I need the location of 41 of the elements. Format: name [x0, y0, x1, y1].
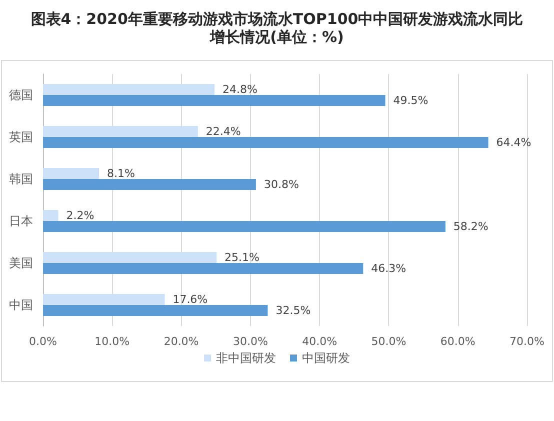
- data-label: 22.4%: [206, 125, 241, 138]
- x-tick-label: 70.0%: [510, 335, 544, 348]
- y-tick-label: 韩国: [9, 172, 33, 186]
- x-tick-label: 40.0%: [302, 335, 338, 348]
- x-tick-label: 50.0%: [371, 335, 406, 348]
- data-label: 46.3%: [371, 262, 406, 275]
- chart-title: 图表4：2020年重要移动游戏市场流水TOP100中中国研发游戏流水同比增长情况(单位：%): [30, 10, 524, 46]
- data-label: 58.2%: [453, 220, 488, 233]
- data-label: 25.1%: [224, 251, 260, 264]
- y-tick-label: 英国: [9, 130, 33, 144]
- data-label: 24.8%: [222, 83, 258, 96]
- bar: [43, 210, 58, 221]
- bar: [43, 221, 446, 232]
- y-tick-label: 日本: [9, 214, 33, 228]
- bar: [43, 294, 165, 305]
- bar: [43, 179, 256, 190]
- legend-label: 非中国研发: [216, 351, 276, 365]
- y-tick-label: 美国: [9, 256, 33, 270]
- bar: [43, 263, 364, 274]
- bar: [43, 95, 386, 106]
- data-label: 30.8%: [264, 178, 299, 191]
- x-tick-label: 60.0%: [440, 335, 476, 348]
- x-tick-label: 20.0%: [164, 335, 199, 348]
- bar: [43, 168, 100, 179]
- data-label: 64.4%: [496, 136, 532, 149]
- legend-label: 中国研发: [302, 351, 350, 365]
- data-label: 49.5%: [393, 94, 428, 107]
- bar: [43, 252, 217, 263]
- x-tick-label: 0.0%: [29, 335, 57, 348]
- bar: [43, 84, 214, 95]
- data-label: 2.2%: [66, 209, 94, 222]
- x-tick-label: 10.0%: [94, 335, 130, 348]
- bar: [43, 305, 268, 316]
- x-tick-label: 30.0%: [232, 335, 268, 348]
- bar: [43, 126, 198, 137]
- y-tick-label: 德国: [9, 88, 33, 102]
- data-label: 17.6%: [172, 293, 208, 306]
- data-label: 8.1%: [107, 167, 135, 180]
- y-tick-label: 中国: [9, 298, 33, 312]
- data-label: 32.5%: [276, 304, 311, 317]
- bar: [43, 137, 488, 148]
